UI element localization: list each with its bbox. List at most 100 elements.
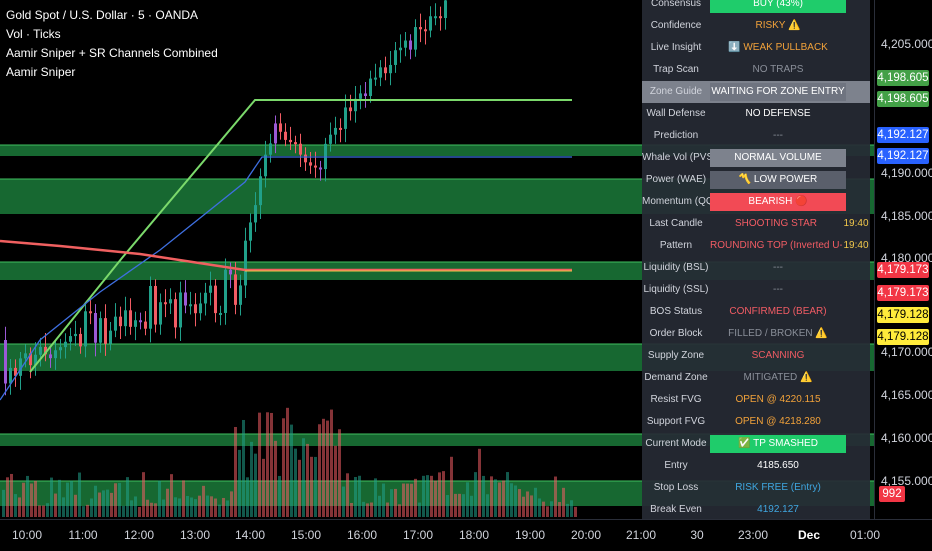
volume-bar (106, 489, 109, 517)
volume-bar (414, 478, 417, 517)
volume-bar (378, 495, 381, 517)
candle-body (144, 321, 147, 329)
price-tick: 4,205.000 (881, 37, 932, 51)
time-axis[interactable]: 10:00 11:00 12:00 13:00 14:00 15:00 16:0… (0, 519, 932, 551)
panel-row: Support FVG OPEN @ 4218.280 (642, 411, 870, 433)
time-tick: 19:00 (514, 528, 546, 542)
volume-bar (566, 503, 569, 517)
panel-row: Whale Vol (PVSRA)NORMAL VOLUME (642, 147, 870, 169)
candle-body (369, 78, 372, 97)
volume-bar (518, 489, 521, 517)
sniper-dashboard-panel: Consensus BUY (43%) Confidence RISKY ⚠️ Live… (642, 0, 870, 519)
time-tick: Dec (797, 528, 821, 542)
candle-body (19, 358, 22, 376)
candle-body (164, 302, 167, 305)
time-tick: 30 (690, 528, 704, 542)
volume-bar (522, 496, 525, 517)
volume-bar (506, 472, 509, 517)
volume-bar (162, 499, 165, 517)
panel-row-value: ✅ TP SMASHED (710, 435, 846, 453)
volume-bar (342, 486, 345, 517)
panel-row-label: Whale Vol (PVSRA) (642, 152, 710, 163)
candle-body (34, 354, 37, 366)
sr-indicator-label[interactable]: Aamir Sniper + SR Channels Combined (6, 46, 218, 60)
candle-body (444, 0, 447, 19)
volume-bar (454, 493, 457, 517)
volume-bar (510, 483, 513, 517)
candle-body (139, 320, 142, 323)
candle-body (84, 311, 87, 347)
volume-bar (282, 418, 285, 517)
candle-body (304, 154, 307, 163)
volume-bar (42, 505, 45, 517)
time-tick: 15:00 (290, 528, 322, 542)
volume-bar (442, 471, 445, 517)
volume-bar (82, 506, 85, 517)
panel-row-value: SHOOTING STAR (734, 218, 818, 229)
price-axis[interactable]: 4,205.000 4,190.000 4,185.000 4,180.000 … (874, 0, 932, 519)
volume-bar (114, 483, 117, 517)
volume-bar (90, 498, 93, 517)
candle-body (389, 64, 392, 74)
volume-bar (254, 453, 257, 517)
panel-row-label: Demand Zone (644, 372, 708, 383)
sniper-indicator-label[interactable]: Aamir Sniper (6, 65, 76, 79)
panel-row-value: --- (773, 262, 783, 273)
volume-bar (250, 441, 253, 517)
volume-bar (438, 472, 441, 517)
candle-body (239, 285, 242, 305)
panel-row-label: Current Mode (645, 438, 707, 449)
candle-body (329, 134, 332, 144)
panel-row: Liquidity (BSL) --- (642, 257, 870, 279)
volume-bar (94, 485, 97, 517)
volume-bar (146, 499, 149, 517)
volume-bar (546, 506, 549, 517)
candle-body (104, 318, 107, 344)
panel-row-value: FILLED / BROKEN ⚠️ (728, 328, 828, 339)
time-tick: 10:00 (11, 528, 43, 542)
price-label-red: 4,179.173 (877, 262, 929, 278)
candle-body (364, 93, 367, 97)
moving-average-red (0, 239, 572, 272)
volume-bar (86, 504, 89, 517)
candle-body (194, 304, 197, 314)
candle-body (4, 340, 7, 384)
price-tick: 4,180.000 (881, 251, 932, 265)
symbol-title[interactable]: Gold Spot / U.S. Dollar · 5 · OANDA (6, 8, 199, 22)
volume-indicator-label[interactable]: Vol · Ticks (6, 27, 61, 41)
candle-body (9, 367, 12, 384)
volume-bar (226, 500, 229, 517)
panel-row: Momentum (QQE)BEARISH 🔴 (642, 191, 870, 213)
volume-bar (102, 490, 105, 517)
panel-row: Trap Scan NO TRAPS (642, 59, 870, 81)
time-tick: 01:00 (849, 528, 881, 542)
volume-bar (458, 493, 461, 517)
volume-bar (534, 487, 537, 517)
volume-bar (218, 504, 221, 517)
volume-bar (186, 495, 189, 517)
candle-body (184, 292, 187, 306)
candle-body (259, 176, 262, 206)
candle-body (129, 310, 132, 327)
panel-row: Prediction --- (642, 125, 870, 147)
volume-bar (334, 445, 337, 517)
volume-bar (126, 477, 129, 517)
price-label-yellow: 4,179.128 (877, 307, 929, 323)
volume-bar (498, 482, 501, 517)
volume-bar (322, 418, 325, 517)
volume-bar (526, 491, 529, 517)
volume-bar (574, 506, 577, 517)
candle-body (49, 354, 52, 359)
volume-bar (398, 504, 401, 517)
chart-area[interactable]: Gold Spot / U.S. Dollar · 5 · OANDA Vol … (0, 0, 874, 519)
panel-row: Supply Zone SCANNING (642, 345, 870, 367)
candle-body (319, 167, 322, 170)
volume-bar (550, 501, 553, 517)
volume-bar (178, 498, 181, 517)
time-tick: 14:00 (234, 528, 266, 542)
candle-body (189, 304, 192, 307)
volume-bar (242, 419, 245, 517)
volume-bar (362, 501, 365, 517)
panel-row: Break Even 4192.127 (642, 499, 870, 519)
volume-label: 992 (879, 486, 905, 502)
